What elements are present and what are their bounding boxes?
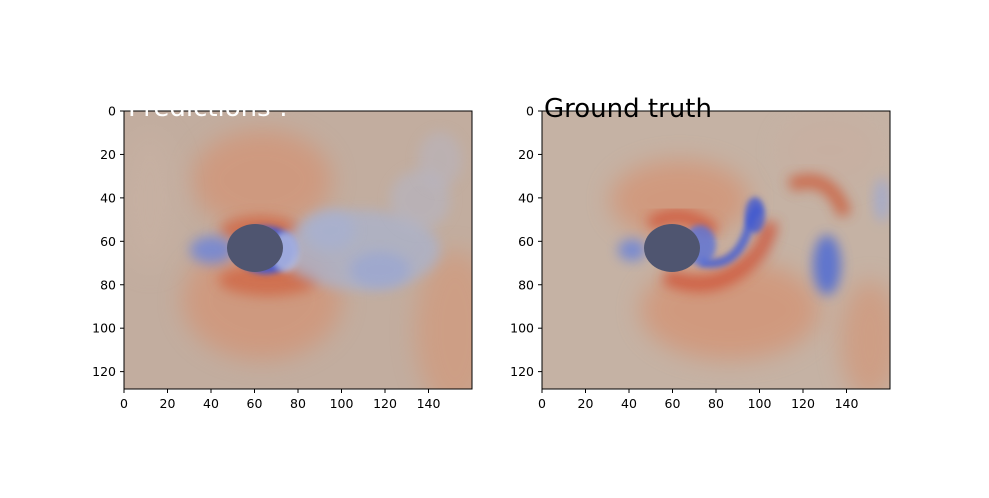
predictions-wake-blob-4	[305, 210, 355, 250]
predictions-y-tick-label: 120	[92, 364, 116, 379]
ground-truth-y-tick-label: 80	[518, 277, 534, 292]
predictions-y-tick-label: 20	[100, 147, 116, 162]
predictions-cylinder	[227, 224, 283, 272]
ground-truth-axes: 0 20 40 60 80 100 120 140 0 20 40 60 80 100 120	[510, 104, 858, 412]
predictions-y-tick-label: 60	[100, 234, 116, 249]
ground-truth-top-neutral	[780, 115, 880, 185]
ground-truth-y-tick-label: 20	[518, 147, 534, 162]
ground-truth-cylinder	[644, 224, 700, 272]
predictions-x-tick-label: 40	[203, 396, 219, 411]
predictions-heatmap	[124, 111, 472, 389]
predictions-x-tick-label: 120	[373, 396, 397, 411]
ground-truth-y-tick-label: 100	[510, 321, 534, 336]
ground-truth-x-tick-label: 40	[621, 396, 637, 411]
ground-truth-y-tick-label: 0	[526, 104, 534, 119]
ground-truth-heatmap	[542, 111, 890, 389]
predictions-y-tick-label: 100	[92, 321, 116, 336]
ground-truth-x-tick-label: 20	[578, 396, 594, 411]
ground-truth-red-vortex	[787, 174, 852, 218]
ground-truth-blue-vortex-3	[874, 178, 890, 222]
predictions-wake-blob-1	[350, 252, 410, 288]
predictions-title: Predictions :	[128, 93, 288, 123]
predictions-panel: 0 20 40 60 80 100 120 140 0 20 40 60 80 100 120 Predic…	[92, 93, 473, 412]
predictions-x-tick-label: 140	[417, 396, 441, 411]
ground-truth-upper-warm-region	[610, 160, 750, 240]
ground-truth-blue-vortex-2	[813, 235, 841, 295]
ground-truth-x-tick-label: 140	[835, 396, 859, 411]
ground-truth-upper-shear	[646, 209, 720, 238]
predictions-y-tick-label: 80	[100, 277, 116, 292]
predictions-y-tick-label: 0	[108, 104, 116, 119]
ground-truth-x-tick-label: 80	[708, 396, 724, 411]
predictions-left-neutral	[124, 130, 180, 270]
ground-truth-y-tick-label: 60	[518, 234, 534, 249]
predictions-axes: 0 20 40 60 80 100 120 140 0 20 40 60 80 100 120	[92, 104, 440, 412]
predictions-x-tick-label: 60	[247, 396, 263, 411]
ground-truth-lower-shear	[661, 221, 778, 292]
ground-truth-panel: 0 20 40 60 80 100 120 140 0 20 40 60 80 100 120 Ground…	[510, 94, 891, 412]
predictions-upper-warm-region	[192, 130, 332, 230]
predictions-x-tick-label: 80	[290, 396, 306, 411]
ground-truth-x-tick-label: 100	[748, 396, 772, 411]
predictions-x-tick-label: 20	[160, 396, 176, 411]
predictions-x-tick-label: 0	[120, 396, 128, 411]
predictions-x-tick-label: 100	[330, 396, 354, 411]
ground-truth-x-tick-label: 60	[665, 396, 681, 411]
predictions-upstream-blue	[190, 236, 234, 264]
ground-truth-x-tick-label: 120	[791, 396, 815, 411]
ground-truth-y-tick-label: 40	[518, 190, 534, 205]
ground-truth-upstream-blue	[618, 239, 646, 261]
ground-truth-title: Ground truth	[544, 94, 712, 124]
ground-truth-right-warm-region	[840, 280, 890, 389]
predictions-right-warm-region	[415, 250, 472, 389]
predictions-wake-blob-3	[418, 132, 462, 188]
ground-truth-x-tick-label: 0	[538, 396, 546, 411]
predictions-lower-shear	[218, 264, 318, 296]
predictions-y-tick-label: 40	[100, 190, 116, 205]
ground-truth-y-tick-label: 120	[510, 364, 534, 379]
ground-truth-blue-vortex-1	[745, 197, 765, 233]
